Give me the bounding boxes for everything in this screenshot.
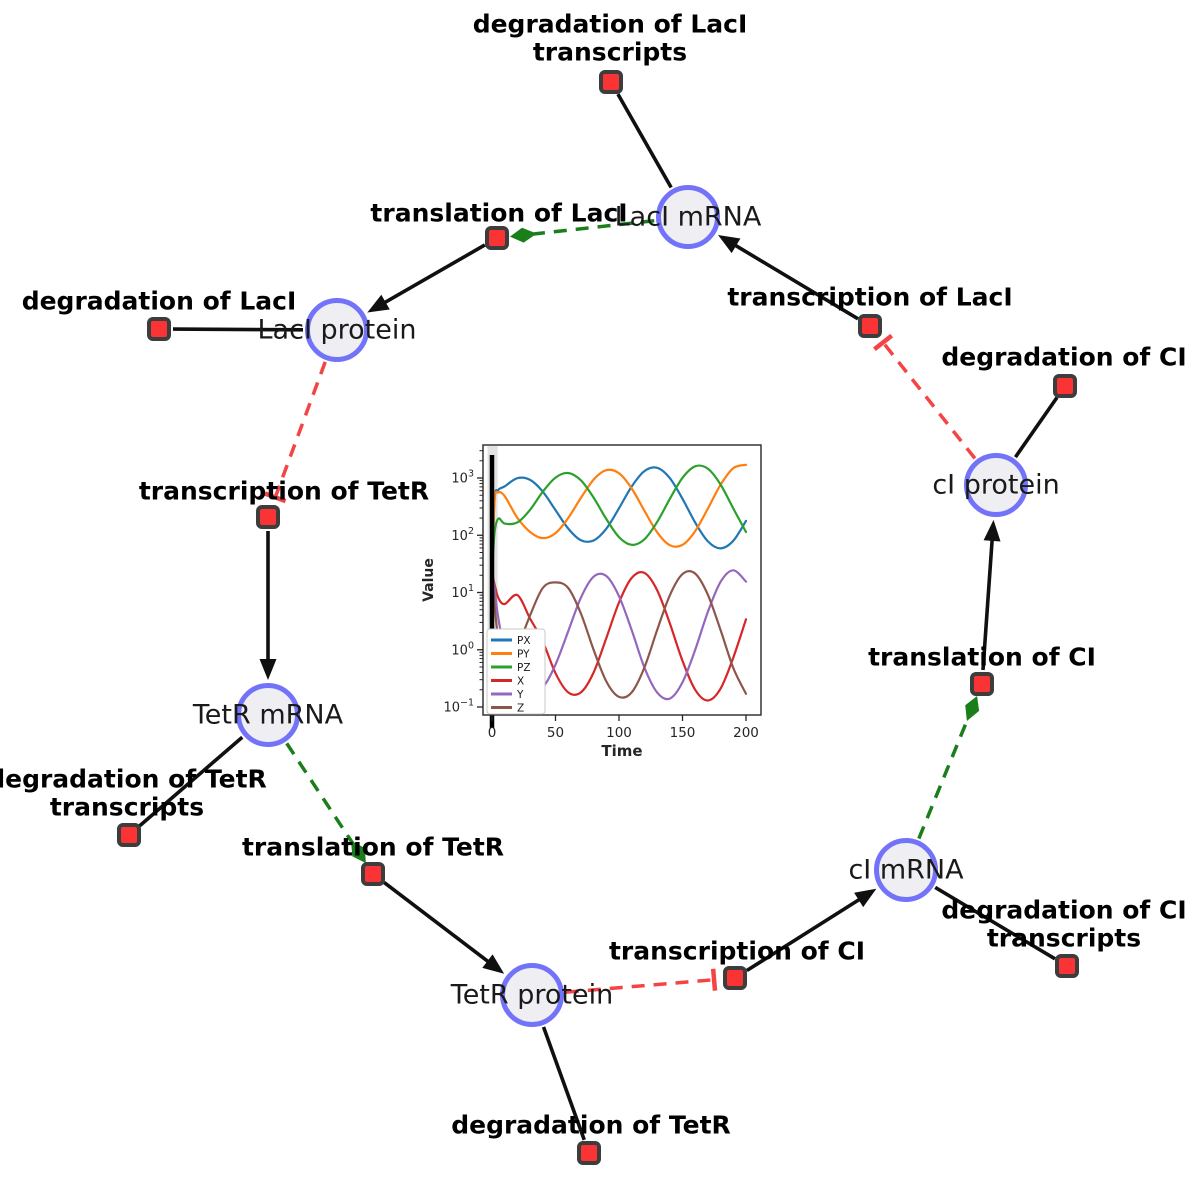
arrowhead [482, 954, 505, 974]
reaction-label-lacI_txn: transcription of LacI [727, 282, 1013, 312]
arrowhead [983, 519, 1001, 542]
x-tick-label: 200 [733, 725, 759, 741]
y-tick-label: 102 [451, 526, 474, 544]
legend-label: X [517, 675, 524, 687]
series-PY [490, 463, 748, 577]
species-node-tetR_prot[interactable] [500, 963, 564, 1027]
series-X [490, 571, 748, 702]
activation-arrowhead [350, 840, 366, 864]
legend-label: PX [517, 635, 531, 647]
species-label-tetR_prot: TetR protein [450, 979, 614, 1011]
reaction-label-tetR_mrna_deg: transcripts [49, 792, 205, 822]
y-tick-label: 10−1 [443, 698, 474, 716]
species-node-lacI_prot[interactable] [305, 298, 369, 362]
edge-tetR_mrna-tetR_tln [285, 742, 366, 864]
x-axis-label: Time [601, 742, 642, 760]
reaction-label-lacI_deg: degradation of LacI [21, 286, 297, 316]
series-PX [490, 466, 748, 577]
species-label-tetR_mrna: TetR mRNA [192, 699, 344, 731]
edge-cI_txn-cI_mrna [745, 888, 877, 973]
legend-label: PZ [517, 662, 531, 674]
activation-arrowhead [509, 227, 537, 243]
edge-tetR_prot-tetR_deg [541, 1026, 586, 1141]
reaction-node-tetR_deg[interactable] [577, 1141, 601, 1165]
inset-chart: 0 50 100 150 20010310210110010−1TimeValuePXP… [421, 444, 762, 760]
reaction-label-cI_tln: translation of CI [868, 642, 1096, 672]
inhibitor-bar [710, 968, 718, 991]
species-node-lacI_mrna[interactable] [656, 185, 720, 249]
edge-tetR_tln-tetR_prot [383, 881, 505, 974]
edge-tetR_prot-cI_txn [565, 968, 718, 994]
legend-label: PY [517, 648, 530, 660]
edge-tetR_txn-tetR_mrna [259, 531, 277, 680]
reaction-label-lacI_mrna_deg: degradation of LacI [472, 9, 748, 39]
x-tick-label: 50 [547, 725, 564, 741]
x-tick-label: 0 [488, 725, 497, 741]
reaction-label-tetR_mrna_deg: degradation of TetR [0, 764, 267, 794]
inhibitor-bar [264, 491, 287, 504]
activation-arrowhead [965, 696, 980, 722]
legend-label: Z [517, 702, 524, 714]
arrowhead [367, 294, 390, 313]
y-tick-label: 103 [451, 469, 474, 487]
reaction-node-lacI_mrna_deg[interactable] [599, 70, 623, 94]
species-label-cI_mrna: cI mRNA [848, 854, 964, 886]
reaction-label-cI_mrna_deg: degradation of CI [941, 895, 1187, 925]
y-tick-label: 100 [451, 640, 474, 658]
legend-box [486, 628, 546, 715]
species-label-lacI_mrna: LacI mRNA [614, 201, 762, 233]
species-node-tetR_mrna[interactable] [236, 683, 300, 747]
reaction-node-lacI_tln[interactable] [485, 226, 509, 250]
edge-lacI_mrna-lacI_tln [509, 218, 655, 243]
reaction-node-cI_mrna_deg[interactable] [1055, 954, 1079, 978]
reaction-node-tetR_tln[interactable] [361, 862, 385, 886]
arrowhead [259, 659, 277, 680]
x-tick-label: 150 [670, 725, 696, 741]
reaction-node-lacI_txn[interactable] [858, 314, 882, 338]
y-axis-label: Value [421, 558, 437, 602]
y-tick-label: 101 [451, 583, 474, 601]
edge-lacI_prot-tetR_txn [264, 361, 327, 504]
reaction-label-cI_txn: transcription of CI [608, 936, 866, 966]
x-tick-label: 100 [606, 725, 632, 741]
reaction-label-cI_deg: degradation of CI [941, 342, 1187, 372]
edge-cI_tln-cI_prot [981, 519, 1001, 671]
reaction-label-tetR_txn: transcription of TetR [138, 476, 430, 506]
reaction-node-tetR_mrna_deg[interactable] [117, 823, 141, 847]
edge-lacI_tln-lacI_prot [367, 243, 486, 313]
reaction-label-lacI_mrna_deg: transcripts [532, 37, 688, 67]
edge-tetR_mrna-tetR_mrna_deg [138, 735, 244, 828]
edge-cI_mrna-cI_tln [917, 696, 980, 840]
edge-cI_prot-lacI_txn [873, 333, 977, 460]
reaction-node-cI_tln[interactable] [970, 672, 994, 696]
plot-spines [482, 444, 762, 716]
reaction-label-lacI_tln: translation of LacI [370, 198, 628, 228]
edge-lacI_txn-lacI_mrna [718, 234, 859, 321]
reaction-node-cI_txn[interactable] [723, 966, 747, 990]
species-node-cI_prot[interactable] [964, 453, 1028, 517]
species-label-lacI_prot: LacI protein [257, 314, 417, 346]
arrowhead [718, 234, 741, 254]
edge-cI_prot-cI_deg [1013, 396, 1059, 459]
series-PZ [490, 464, 748, 577]
reaction-label-tetR_deg: degradation of TetR [451, 1110, 731, 1140]
arrowhead [854, 888, 877, 908]
reaction-label-cI_mrna_deg: transcripts [986, 923, 1142, 953]
legend-label: Y [516, 689, 524, 701]
reaction-node-cI_deg[interactable] [1053, 374, 1077, 398]
edge-lacI_mrna_deg-lacI_mrna [616, 93, 673, 189]
edge-lacI_prot-lacI_deg [172, 327, 304, 332]
species-label-cI_prot: cI protein [932, 469, 1060, 501]
edge-cI_mrna-cI_mrna_deg [934, 885, 1056, 961]
inhibitor-bar [873, 333, 894, 352]
reaction-label-tetR_tln: translation of TetR [241, 832, 505, 862]
species-node-cI_mrna[interactable] [874, 838, 938, 902]
reaction-node-lacI_deg[interactable] [147, 317, 171, 341]
reaction-node-tetR_txn[interactable] [256, 505, 280, 529]
